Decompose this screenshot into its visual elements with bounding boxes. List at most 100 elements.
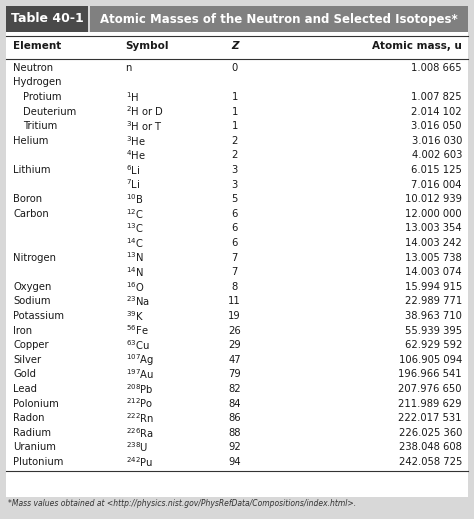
- Text: $^{56}$Fe: $^{56}$Fe: [126, 324, 148, 337]
- Bar: [6, 6, 88, 32]
- Text: $^{14}$N: $^{14}$N: [126, 265, 144, 279]
- Text: 79: 79: [228, 370, 241, 379]
- Text: 47: 47: [228, 355, 241, 365]
- Text: 6.015 125: 6.015 125: [411, 165, 462, 175]
- Text: 82: 82: [228, 384, 241, 394]
- Text: 1.007 825: 1.007 825: [411, 92, 462, 102]
- Text: 6: 6: [231, 223, 238, 234]
- Text: $^{10}$B: $^{10}$B: [126, 192, 143, 206]
- Text: Polonium: Polonium: [13, 399, 59, 408]
- Text: 6: 6: [231, 238, 238, 248]
- Text: Deuterium: Deuterium: [23, 106, 76, 117]
- Text: 242.058 725: 242.058 725: [399, 457, 462, 467]
- Text: Sodium: Sodium: [13, 296, 51, 306]
- Text: $^{208}$Pb: $^{208}$Pb: [126, 382, 153, 396]
- Text: 2: 2: [231, 136, 238, 146]
- Text: 211.989 629: 211.989 629: [398, 399, 462, 408]
- Text: 226.025 360: 226.025 360: [399, 428, 462, 438]
- Text: Plutonium: Plutonium: [13, 457, 64, 467]
- Text: 1: 1: [231, 121, 238, 131]
- Text: Nitrogen: Nitrogen: [13, 253, 56, 263]
- Text: 5: 5: [231, 194, 238, 204]
- Text: 62.929 592: 62.929 592: [405, 340, 462, 350]
- Text: 14.003 242: 14.003 242: [405, 238, 462, 248]
- Text: 29: 29: [228, 340, 241, 350]
- Text: $^{197}$Au: $^{197}$Au: [126, 367, 154, 381]
- Text: 12.000 000: 12.000 000: [405, 209, 462, 219]
- Text: $^{63}$Cu: $^{63}$Cu: [126, 338, 149, 352]
- Text: Atomic mass, u: Atomic mass, u: [372, 41, 462, 51]
- Text: 94: 94: [228, 457, 241, 467]
- Text: 8: 8: [231, 282, 238, 292]
- Text: $^{212}$Po: $^{212}$Po: [126, 397, 153, 411]
- Text: Carbon: Carbon: [13, 209, 49, 219]
- Text: 4.002 603: 4.002 603: [411, 151, 462, 160]
- Text: Neutron: Neutron: [13, 63, 54, 73]
- Text: 84: 84: [228, 399, 241, 408]
- Text: n: n: [126, 63, 132, 73]
- Text: $^{3}$He: $^{3}$He: [126, 134, 146, 148]
- Text: 238.048 608: 238.048 608: [399, 442, 462, 453]
- Text: $^{226}$Ra: $^{226}$Ra: [126, 426, 154, 440]
- Text: $^{4}$He: $^{4}$He: [126, 148, 146, 162]
- Text: $^{238}$U: $^{238}$U: [126, 441, 148, 454]
- Text: 1: 1: [231, 92, 238, 102]
- Text: Element: Element: [13, 41, 62, 51]
- Text: $^{107}$Ag: $^{107}$Ag: [126, 352, 154, 367]
- Text: $^{6}$Li: $^{6}$Li: [126, 163, 140, 177]
- Text: $^{222}$Rn: $^{222}$Rn: [126, 411, 154, 425]
- Text: $^{14}$C: $^{14}$C: [126, 236, 143, 250]
- Text: $^{1}$H: $^{1}$H: [126, 90, 139, 104]
- Text: 13.005 738: 13.005 738: [405, 253, 462, 263]
- Text: $^{3}$H or T: $^{3}$H or T: [126, 119, 163, 133]
- Text: 1.008 665: 1.008 665: [411, 63, 462, 73]
- Text: 15.994 915: 15.994 915: [405, 282, 462, 292]
- Text: Table 40-1: Table 40-1: [10, 12, 83, 25]
- Text: Atomic Masses of the Neutron and Selected Isotopes*: Atomic Masses of the Neutron and Selecte…: [100, 12, 458, 25]
- Text: 6: 6: [231, 209, 238, 219]
- Text: 2.014 102: 2.014 102: [411, 106, 462, 117]
- Text: Helium: Helium: [13, 136, 49, 146]
- Text: $^{23}$Na: $^{23}$Na: [126, 294, 150, 308]
- Text: 0: 0: [231, 63, 238, 73]
- Text: Radium: Radium: [13, 428, 51, 438]
- Text: 3.016 050: 3.016 050: [411, 121, 462, 131]
- Text: 207.976 650: 207.976 650: [399, 384, 462, 394]
- Text: 92: 92: [228, 442, 241, 453]
- Bar: [6, 32, 468, 497]
- Text: Protium: Protium: [23, 92, 62, 102]
- Text: 26: 26: [228, 325, 241, 336]
- Text: Radon: Radon: [13, 413, 45, 423]
- Text: 3: 3: [231, 165, 238, 175]
- Text: 88: 88: [228, 428, 241, 438]
- Text: $^{2}$H or D: $^{2}$H or D: [126, 105, 164, 118]
- Text: 22.989 771: 22.989 771: [405, 296, 462, 306]
- Text: 86: 86: [228, 413, 241, 423]
- Text: 3: 3: [231, 180, 238, 189]
- Text: 13.003 354: 13.003 354: [405, 223, 462, 234]
- Text: Hydrogen: Hydrogen: [13, 77, 62, 87]
- Text: 3.016 030: 3.016 030: [411, 136, 462, 146]
- Text: 196.966 541: 196.966 541: [398, 370, 462, 379]
- Text: Boron: Boron: [13, 194, 42, 204]
- Text: Silver: Silver: [13, 355, 41, 365]
- Text: *Mass values obtained at <http://physics.nist.gov/PhysRefData/Compositions/index: *Mass values obtained at <http://physics…: [8, 499, 356, 508]
- Text: 7: 7: [231, 253, 238, 263]
- Text: Symbol: Symbol: [126, 41, 169, 51]
- Text: 222.017 531: 222.017 531: [399, 413, 462, 423]
- Text: 1: 1: [231, 106, 238, 117]
- Text: Lithium: Lithium: [13, 165, 51, 175]
- Text: Uranium: Uranium: [13, 442, 56, 453]
- Text: 19: 19: [228, 311, 241, 321]
- Text: $^{16}$O: $^{16}$O: [126, 280, 144, 294]
- Text: 38.963 710: 38.963 710: [405, 311, 462, 321]
- Text: $^{13}$N: $^{13}$N: [126, 251, 144, 265]
- Text: 55.939 395: 55.939 395: [405, 325, 462, 336]
- Text: Lead: Lead: [13, 384, 37, 394]
- Text: $^{13}$C: $^{13}$C: [126, 222, 143, 235]
- Text: 7: 7: [231, 267, 238, 277]
- Text: 14.003 074: 14.003 074: [405, 267, 462, 277]
- Text: Potassium: Potassium: [13, 311, 64, 321]
- Text: 2: 2: [231, 151, 238, 160]
- Text: Oxygen: Oxygen: [13, 282, 52, 292]
